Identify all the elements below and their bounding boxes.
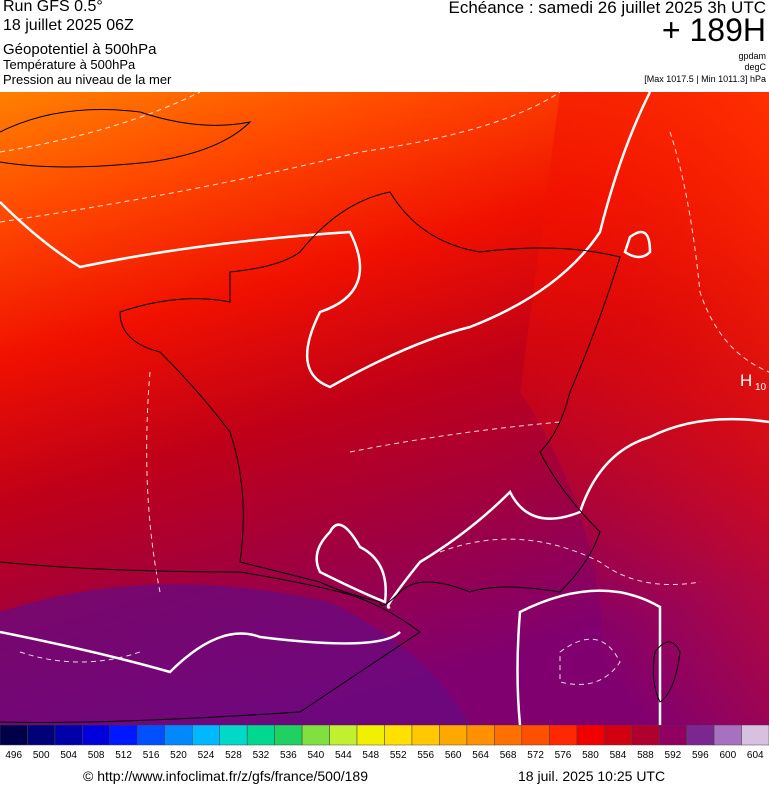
legend-label: 528 [225,750,242,761]
legend-label: 572 [527,750,544,761]
unit: gpdam [738,51,766,61]
legend-swatch [137,725,166,746]
coastlines [0,109,681,724]
high-value: 10 [755,382,767,393]
map: H 10 [0,92,769,725]
legend-swatch [301,725,330,746]
legend-swatch [549,725,577,746]
legend-label: 524 [198,750,215,761]
legend-label: 552 [390,750,407,761]
legend-label: 544 [335,750,352,761]
pressure-range: [Max 1017.5 | Min 1011.3] hPa [644,74,766,84]
legend-label: 560 [445,750,462,761]
legend-label: 540 [307,750,324,761]
field: Température à 500hPa [3,57,136,72]
legend-swatch [411,725,440,746]
source: © http://www.infoclimat.fr/z/gfs/france/… [83,768,368,784]
isotherms [0,92,769,685]
legend-label: 576 [555,750,572,761]
echeance: Echéance : samedi 26 juillet 2025 3h UTC [448,0,766,17]
run: Run GFS 0.5° [3,0,103,15]
legend-label: 596 [692,750,709,761]
legend-swatch [576,725,605,746]
offset: + 189H [661,12,766,48]
legend-swatch [192,725,220,746]
legend-label: 556 [417,750,434,761]
legend-label: 508 [88,750,105,761]
legend-swatch [439,725,468,746]
legend-swatch [384,725,413,746]
legend-swatch [356,725,385,746]
legend-label: 600 [719,750,736,761]
legend-label: 496 [5,750,22,761]
legend-swatch [494,725,523,746]
legend-label: 548 [362,750,379,761]
legend-swatch [631,725,660,746]
legend-swatch [27,725,56,746]
legend: 496 500 504 508 512 516 520 524 528 532 536 540 544 5… [0,725,769,761]
unit: degC [744,62,766,72]
legend-swatch [0,725,28,746]
legend-label: 588 [637,750,654,761]
legend-swatch [713,725,742,746]
legend-swatch [603,725,632,746]
legend-label: 604 [747,750,764,761]
legend-label: 584 [610,750,627,761]
legend-swatch [109,725,138,746]
legend-label: 536 [280,750,297,761]
run-date: 18 juillet 2025 06Z [3,17,134,34]
legend-label: 532 [253,750,270,761]
legend-label: 568 [500,750,517,761]
legend-label: 504 [60,750,77,761]
legend-label: 564 [472,750,489,761]
legend-swatch [329,725,358,746]
field: Géopotentiel à 500hPa [3,41,157,58]
legend-label: 500 [33,750,50,761]
legend-swatch [274,725,303,746]
isohypses [0,92,769,725]
high-label: H [740,371,752,390]
legend-swatch [82,725,111,746]
legend-swatch [246,725,275,746]
legend-label: 592 [665,750,682,761]
legend-swatch [219,725,248,746]
legend-label: 512 [115,750,132,761]
legend-swatch [54,725,83,746]
legend-label: 580 [582,750,599,761]
legend-label: 520 [170,750,187,761]
legend-swatch [164,725,193,746]
legend-swatch [466,725,495,746]
legend-swatch [521,725,550,746]
generated: 18 juil. 2025 10:25 UTC [518,768,666,784]
legend-swatch [686,725,715,746]
field-shading [0,584,470,725]
legend-swatch [741,725,769,746]
legend-swatch [658,725,687,746]
field: Pression au niveau de la mer [3,72,172,87]
legend-label: 516 [143,750,160,761]
